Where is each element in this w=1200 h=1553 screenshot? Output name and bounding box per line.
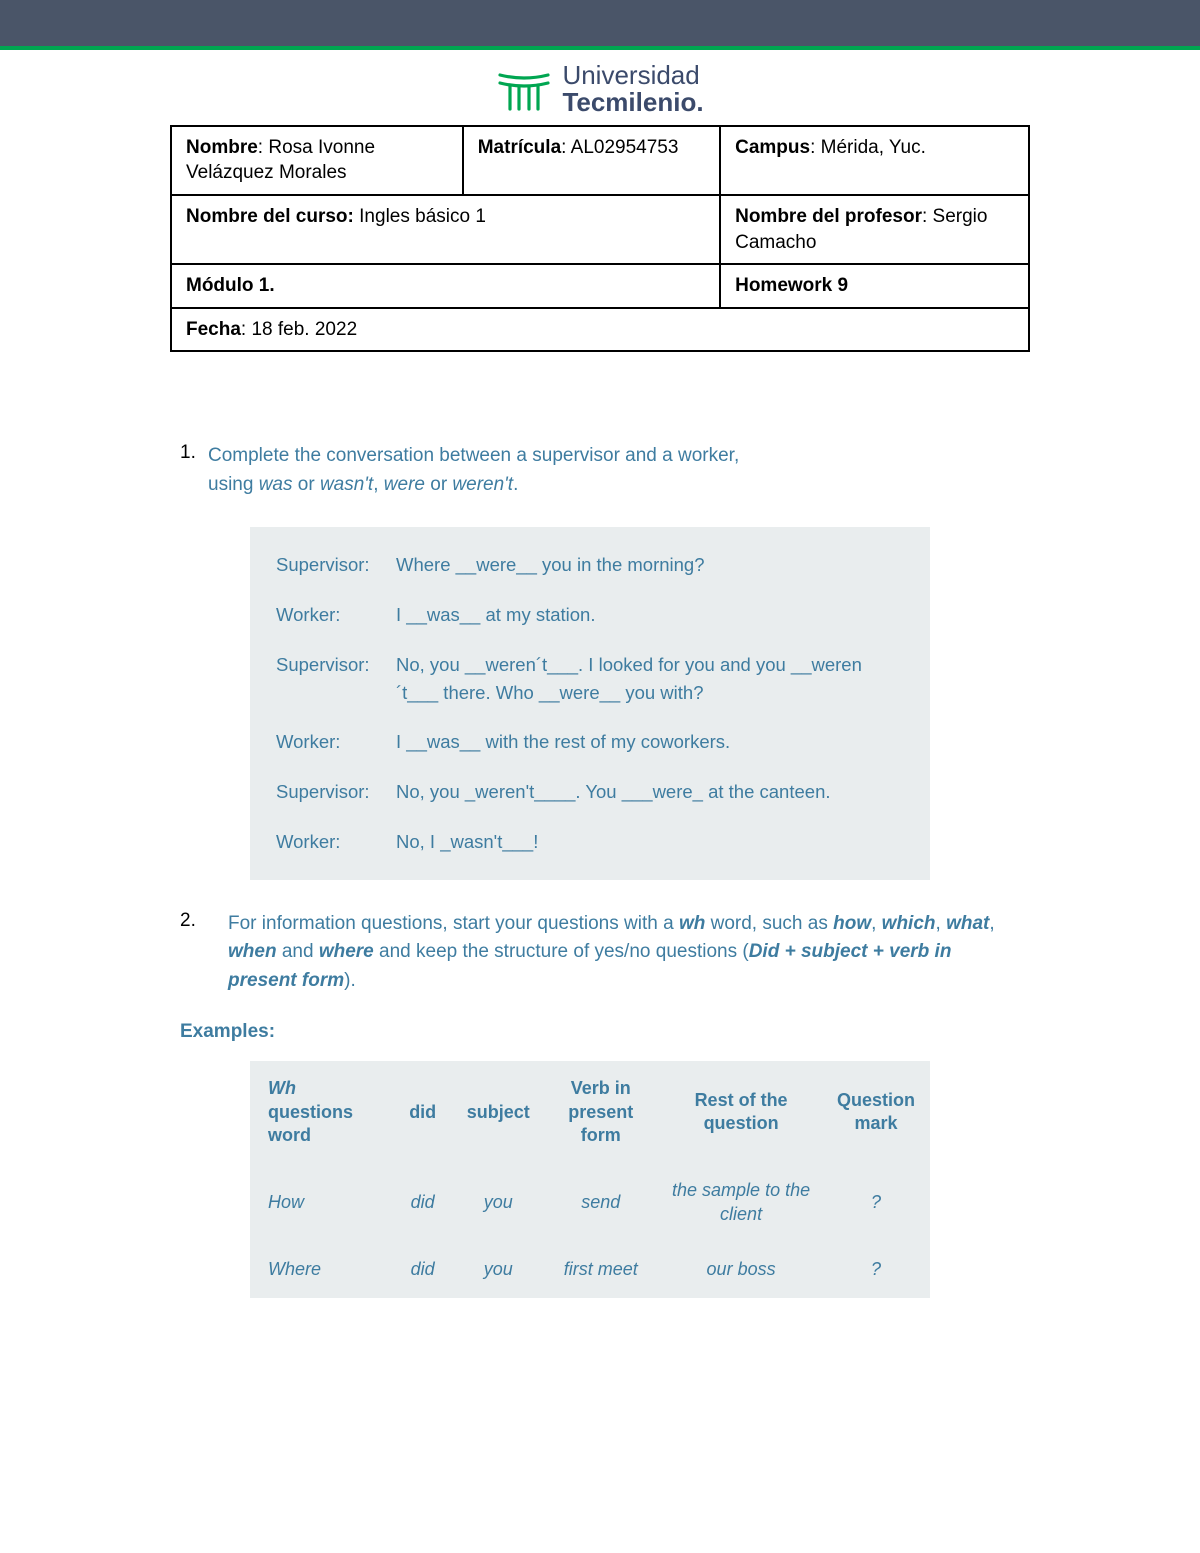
q1-w2: wasn't xyxy=(320,474,373,495)
question-2: 2. For information questions, start your… xyxy=(180,910,1020,996)
dialog-row: Supervisor:No, you _weren't____. You ___… xyxy=(276,778,904,806)
fecha-label: Fecha xyxy=(186,319,241,340)
table-header-row: Wh questions word did subject Verb in pr… xyxy=(250,1061,930,1163)
q1-number: 1. xyxy=(180,442,198,499)
table-row: Where did you first meet our boss ? xyxy=(250,1242,930,1297)
q1-w3: were xyxy=(384,474,425,495)
logo-line1: Universidad xyxy=(562,62,703,89)
campus-label: Campus xyxy=(735,137,810,158)
q1-text-b: using xyxy=(208,474,259,495)
examples-table: Wh questions word did subject Verb in pr… xyxy=(250,1061,930,1297)
question-1: 1. Complete the conversation between a s… xyxy=(180,442,1020,499)
examples-label: Examples: xyxy=(180,1021,1020,1043)
q1-w1: was xyxy=(259,474,293,495)
logo-line2: Tecmilenio. xyxy=(562,89,703,116)
profesor-label: Nombre del profesor xyxy=(735,206,922,227)
logo-block: Universidad Tecmilenio. xyxy=(170,62,1030,117)
dialog-row: Supervisor:Where __were__ you in the mor… xyxy=(276,551,904,579)
nombre-label: Nombre xyxy=(186,137,258,158)
q1-w4: weren't xyxy=(452,474,513,495)
matricula-label: Matrícula xyxy=(478,137,561,158)
conversation-box: Supervisor:Where __were__ you in the mor… xyxy=(250,527,930,879)
info-table: Nombre: Rosa Ivonne Velázquez Morales Ma… xyxy=(170,125,1030,353)
matricula-value: : AL02954753 xyxy=(561,137,678,158)
fecha-value: : 18 feb. 2022 xyxy=(241,319,357,340)
dialog-row: Supervisor:No, you __weren´t___. I looke… xyxy=(276,651,904,707)
table-row: How did you send the sample to the clien… xyxy=(250,1163,930,1242)
dialog-row: Worker:No, I _wasn't___! xyxy=(276,828,904,856)
tecmilenio-icon xyxy=(496,67,552,111)
dialog-row: Worker:I __was__ with the rest of my cow… xyxy=(276,728,904,756)
curso-value: Ingles básico 1 xyxy=(354,206,486,227)
modulo-label: Módulo 1. xyxy=(186,275,275,296)
page-content: Universidad Tecmilenio. Nombre: Rosa Ivo… xyxy=(170,50,1030,1298)
top-bar xyxy=(0,0,1200,50)
campus-value: : Mérida, Yuc. xyxy=(810,137,926,158)
dialog-row: Worker:I __was__ at my station. xyxy=(276,601,904,629)
curso-label: Nombre del curso: xyxy=(186,206,354,227)
q1-text-a: Complete the conversation between a supe… xyxy=(208,445,739,466)
q2-wh: wh xyxy=(679,913,705,934)
q2-number: 2. xyxy=(180,910,198,996)
tarea-label: Homework 9 xyxy=(735,275,848,296)
